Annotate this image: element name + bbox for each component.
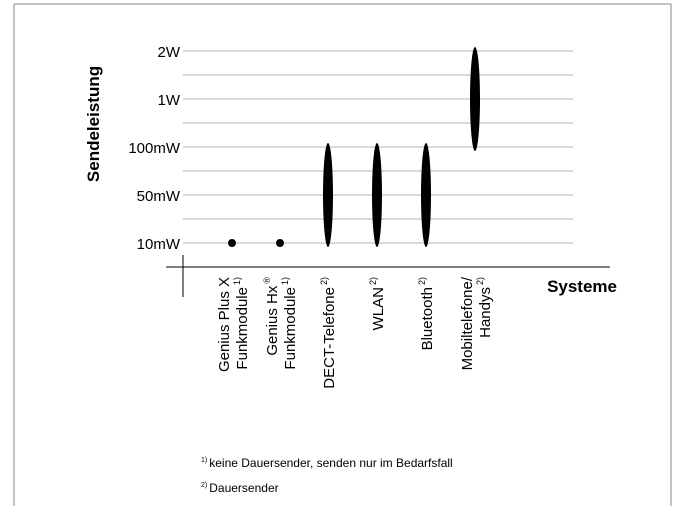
- data-point: [228, 239, 236, 247]
- y-tick-label: 100mW: [128, 140, 181, 157]
- range-mark: [421, 143, 431, 247]
- footnote-1-text: keine Dauersender, senden nur im Bedarfs…: [209, 456, 453, 470]
- footnote-2: 2) Dauersender: [201, 481, 279, 495]
- footnote-1-marker: 1): [201, 457, 208, 464]
- x-category-label: DECT-Telefone2): [319, 277, 338, 389]
- x-category-label: Bluetooth2): [417, 277, 436, 350]
- x-category-label: WLAN2): [368, 277, 387, 330]
- data-marks: [228, 47, 480, 247]
- range-mark: [470, 47, 480, 151]
- footnote-2-marker: 2): [201, 482, 208, 489]
- x-category-label: Funkmodule1): [232, 277, 251, 370]
- range-mark: [323, 143, 333, 247]
- range-mark: [372, 143, 382, 247]
- y-tick-label: 10mW: [137, 236, 181, 253]
- y-tick-labels: 10mW 50mW 100mW 1W 2W: [128, 44, 181, 253]
- data-point: [276, 239, 284, 247]
- y-tick-label: 1W: [158, 92, 181, 109]
- x-category-labels: Genius Plus X Funkmodule1)Genius Hx®Funkm…: [216, 276, 494, 389]
- axes: [166, 255, 610, 297]
- y-axis-label: Sendeleistung: [84, 66, 103, 182]
- y-tick-label: 50mW: [137, 188, 181, 205]
- footnote-2-text: Dauersender: [209, 481, 279, 495]
- x-axis-label: Systeme: [547, 277, 617, 296]
- x-category-label: Funkmodule1): [280, 277, 299, 370]
- x-category-label: Handys2): [475, 277, 494, 338]
- x-category-label: Genius Hx®: [262, 277, 281, 356]
- y-tick-label: 2W: [158, 44, 181, 61]
- footnote-1: 1) keine Dauersender, senden nur im Bedar…: [201, 456, 453, 470]
- x-category-label: Mobiltelefone/: [459, 276, 476, 370]
- x-category-label: Genius Plus X: [216, 277, 233, 372]
